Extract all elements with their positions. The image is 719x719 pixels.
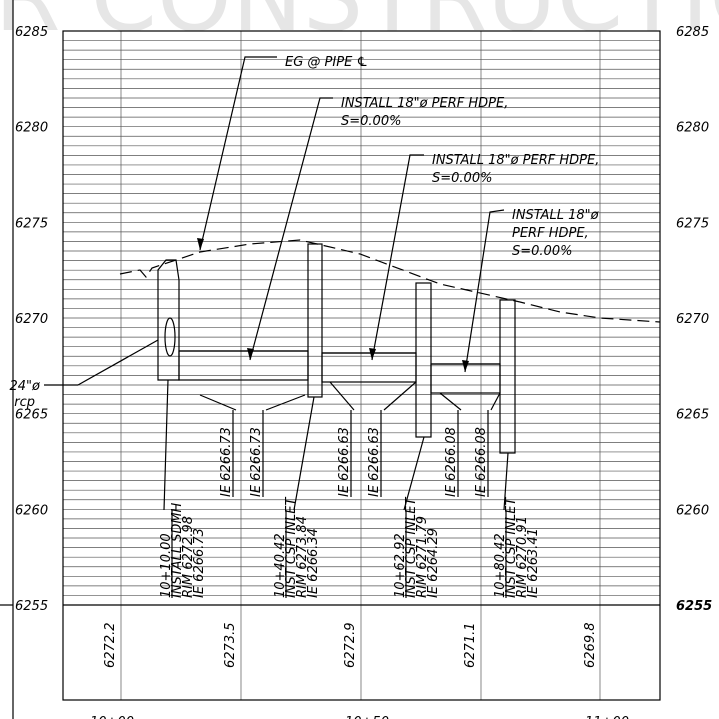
annotation: INSTALL 18"ø PERF HDPE, [341, 96, 508, 111]
leader [249, 97, 333, 361]
annotation: S=0.00% [432, 171, 492, 186]
structure-label: IE 6266.34 [306, 528, 321, 598]
pipe-label: IE 6266.73 [249, 427, 264, 497]
structure-label: 10+40.42 [273, 533, 288, 598]
arrow [247, 348, 254, 360]
elevation-label: 6285 [15, 25, 48, 40]
leader [199, 394, 237, 411]
leader [163, 379, 169, 511]
inlet [307, 243, 323, 398]
structure-label: INST CSP INLET [504, 497, 519, 598]
elevation-label: 6270 [676, 312, 709, 327]
arrow [462, 360, 469, 372]
arrow [369, 348, 376, 360]
leader [199, 56, 277, 251]
structure-label: INSTALL SDMH [170, 502, 185, 598]
elevation-label: 6255 [15, 599, 48, 614]
structure-label: 10+62.92 [393, 533, 408, 598]
elevation-label: 6275 [15, 216, 48, 231]
structure-label: INST CSP INLET [284, 497, 299, 598]
annotation: INSTALL 18"ø PERF HDPE, [432, 153, 599, 168]
leader [293, 396, 315, 511]
pipe-label: IE 6266.08 [474, 427, 489, 497]
structure-label: IE 6266.73 [192, 528, 207, 598]
ground-elevation: 6272.9 [343, 623, 358, 669]
elevation-label: 6285 [676, 25, 709, 40]
annotation: INSTALL 18"ø [512, 208, 600, 223]
structure-label: RIM 6272.98 [181, 516, 196, 598]
elevation-label: 6280 [676, 121, 709, 136]
elevation-label: 6265 [676, 408, 709, 423]
pipe-label: IE 6266.08 [444, 427, 459, 497]
pipe [321, 352, 417, 383]
rcp [164, 317, 176, 357]
leader [464, 209, 505, 373]
leader [403, 436, 425, 511]
pipe-label: IE 6266.63 [337, 427, 352, 497]
pipe-label: IE 6266.73 [219, 427, 234, 497]
station-label: 11+00 [585, 715, 629, 719]
elevation-label: 6265 [15, 408, 48, 423]
structure-label: RIM 6270.91 [515, 516, 530, 598]
ground-elevation: 6269.8 [583, 623, 598, 669]
pipe-label: IE 6266.63 [367, 427, 382, 497]
leader [371, 154, 424, 361]
annotation: S=0.00% [512, 244, 572, 259]
structure-label: RIM 6273.84 [295, 516, 310, 598]
annotation: PERF HDPE, [512, 226, 589, 241]
elevation-label: 6260 [15, 503, 48, 518]
ground-elevation: 6273.5 [223, 623, 238, 669]
elevation-label: 6270 [15, 312, 48, 327]
station-label: 10+50 [345, 715, 389, 719]
ground-elevation: 6272.2 [103, 623, 118, 669]
annotation: EG @ PIPE ℄ [285, 55, 368, 70]
structure-label: RIM 6271.79 [415, 516, 430, 598]
existing-ground [119, 239, 661, 323]
leader [329, 381, 355, 411]
ground-elevation: 6271.1 [463, 623, 478, 669]
inlet [499, 299, 516, 454]
leader [439, 392, 462, 411]
rcp-label: 24"ø [10, 379, 42, 394]
structure-label: 10+80.42 [493, 533, 508, 598]
structure-label: IE 6263.41 [526, 528, 541, 598]
arrow [197, 238, 204, 250]
leader [77, 339, 159, 386]
elevation-label: 6260 [676, 503, 709, 518]
elevation-label: 6275 [676, 216, 709, 231]
leader [490, 392, 501, 411]
rcp-label: rcp [14, 395, 35, 410]
structure-label: 10+10.00 [159, 533, 174, 598]
leader [503, 452, 509, 511]
structure-label: IE 6264.29 [426, 528, 441, 598]
leader [265, 394, 306, 411]
station-label: 10+00 [90, 715, 134, 719]
structure-label: INST CSP INLET [404, 497, 419, 598]
annotation: S=0.00% [341, 114, 401, 129]
watermark: FOR CONSTRUCTION [0, 0, 719, 53]
sdmh [157, 259, 180, 381]
leader [383, 381, 417, 411]
elevation-label: 6280 [15, 121, 48, 136]
frame [62, 30, 661, 701]
elevation-label: 6255 [676, 599, 712, 614]
